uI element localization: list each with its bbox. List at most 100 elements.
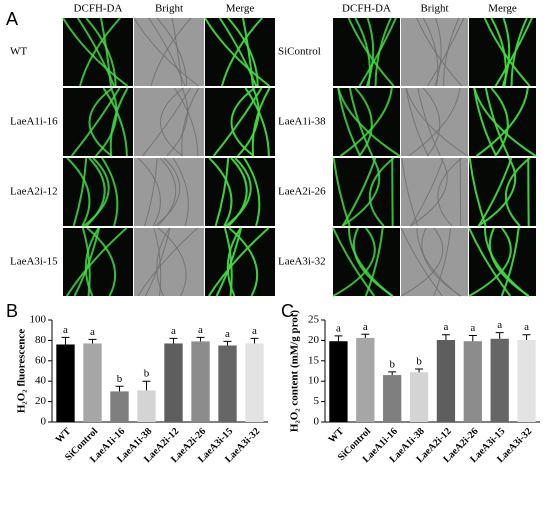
error-bar <box>88 338 97 344</box>
significance-label: b <box>416 355 422 367</box>
y-tick-label: 20 <box>35 395 47 407</box>
hypha <box>332 157 351 227</box>
micrograph <box>205 227 275 297</box>
hypha <box>66 157 91 227</box>
micrograph <box>134 157 204 227</box>
hypha <box>354 87 373 157</box>
hypha <box>85 17 117 87</box>
hypha <box>422 87 441 157</box>
column-header: Bright <box>155 3 183 15</box>
micrograph <box>134 227 204 297</box>
micrograph <box>333 87 401 157</box>
bar <box>137 390 156 422</box>
column-header: Merge <box>226 3 255 15</box>
hypha <box>72 157 88 227</box>
micrograph <box>62 17 133 87</box>
bar <box>191 341 210 422</box>
hypha <box>352 227 394 297</box>
image-background <box>134 158 204 226</box>
significance-label: a <box>470 322 475 334</box>
micrograph <box>332 227 400 297</box>
hypha <box>70 87 121 157</box>
bar <box>56 344 75 422</box>
micrograph <box>333 17 400 87</box>
y-tick-label: 60 <box>35 354 47 366</box>
hypha <box>95 87 118 157</box>
hypha <box>166 87 189 157</box>
x-tick-label: WT <box>327 426 347 446</box>
hypha <box>337 87 401 157</box>
hypha <box>156 17 188 87</box>
y-tick-label: 0 <box>41 416 47 428</box>
error-bar <box>495 332 504 339</box>
hypha <box>228 227 259 297</box>
hypha <box>218 17 257 87</box>
hypha <box>437 157 463 227</box>
error-bar <box>441 334 450 340</box>
hypha <box>181 87 200 157</box>
hypha <box>242 17 254 87</box>
hypha <box>477 157 513 227</box>
bar <box>164 343 183 422</box>
hypha <box>477 157 517 227</box>
hypha <box>62 17 129 87</box>
hypha <box>332 227 376 297</box>
micrograph <box>63 227 133 297</box>
hypha <box>408 87 461 157</box>
panel-label: B <box>6 301 18 321</box>
hypha <box>483 17 531 87</box>
bar <box>329 341 348 422</box>
hypha <box>501 17 511 87</box>
row-label: LaeA1i-16 <box>10 116 58 128</box>
hypha <box>341 157 381 227</box>
significance-label: a <box>443 321 448 333</box>
hypha <box>102 87 128 157</box>
hypha <box>504 157 531 227</box>
hypha <box>220 17 263 87</box>
hypha <box>100 17 112 87</box>
significance-label: a <box>497 319 502 331</box>
hypha <box>225 157 252 227</box>
hypha <box>150 17 192 87</box>
significance-label: b <box>389 358 395 370</box>
hypha <box>244 87 270 157</box>
micrograph <box>63 87 133 157</box>
hypha <box>405 87 429 157</box>
hypha <box>171 17 183 87</box>
hypha <box>88 87 114 157</box>
y-tick-label: 80 <box>35 334 47 346</box>
hypha <box>137 227 198 297</box>
hypha <box>339 87 393 157</box>
hypha <box>468 227 512 297</box>
panel-label: A <box>6 9 18 29</box>
hypha <box>473 87 537 157</box>
hypha <box>237 87 260 157</box>
error-bar <box>522 334 531 340</box>
hypha <box>208 157 233 227</box>
error-bar <box>142 380 151 391</box>
hypha <box>204 17 271 87</box>
error-bar <box>388 371 397 376</box>
hypha <box>157 157 177 227</box>
hypha <box>142 87 191 157</box>
y-tick-label: 100 <box>30 314 47 326</box>
row-label: WT <box>10 46 27 58</box>
hypha <box>174 87 199 157</box>
hypha <box>81 227 91 297</box>
significance-label: a <box>252 325 257 337</box>
bar <box>218 345 237 422</box>
bar <box>463 341 482 422</box>
micrograph <box>205 157 275 227</box>
hypha <box>468 157 487 227</box>
hypha <box>347 17 395 87</box>
hypha <box>109 87 129 157</box>
hypha <box>500 227 520 297</box>
hypha <box>410 157 444 227</box>
hypha <box>475 87 529 157</box>
bar <box>110 391 129 422</box>
hypha <box>137 157 161 227</box>
column-header: DCFH-DA <box>74 3 123 15</box>
bar <box>83 343 102 422</box>
row-label: LaeA1i-38 <box>278 116 326 128</box>
micrograph <box>204 17 275 87</box>
